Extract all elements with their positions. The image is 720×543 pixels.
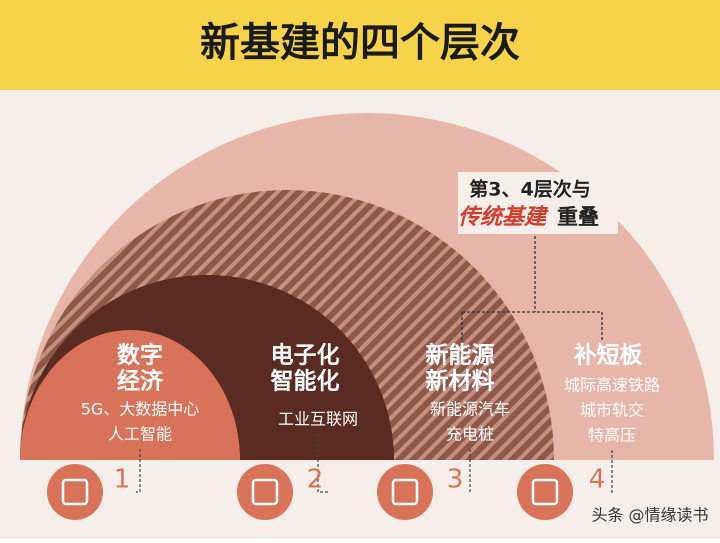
- annotation-connector: [461, 236, 603, 342]
- header-band: [0, 0, 720, 90]
- layer-item: 5G、大数据中心: [81, 400, 200, 419]
- title: 新基建的四个层次: [200, 20, 520, 66]
- layer-item: 工业互联网: [278, 410, 358, 429]
- layer-number: 2: [307, 465, 324, 495]
- watermark: 头条 @情缘读书: [591, 506, 708, 525]
- icon-glyph: [251, 478, 279, 506]
- layer-item: 新能源汽车: [430, 400, 510, 419]
- connector: [611, 450, 613, 493]
- layer-title: 数字: [117, 342, 163, 369]
- layer-title: 经济: [117, 368, 164, 395]
- icon-glyph: [61, 478, 89, 506]
- layer-title: 新能源: [426, 342, 495, 369]
- layer-icon: [237, 464, 293, 520]
- layer-number: 4: [589, 465, 606, 495]
- annotation-text: 重叠: [557, 205, 599, 229]
- layer-number: 3: [447, 465, 464, 495]
- annotation-box: [458, 172, 618, 234]
- layer-item: 充电桩: [446, 425, 494, 444]
- layer-number: 1: [114, 465, 131, 495]
- layer-item: 特高压: [588, 426, 636, 445]
- layer-title: 新材料: [426, 368, 495, 395]
- layer-icon: [517, 464, 573, 520]
- connector: [317, 434, 329, 493]
- layer-item: 城市轨交: [580, 401, 644, 420]
- layer-icon: [377, 464, 433, 520]
- layer-1-shape: [20, 330, 240, 460]
- annotation-text: 第3、4层次与: [469, 178, 590, 201]
- layer-title: 补短板: [574, 342, 644, 369]
- layer-item: 人工智能: [108, 425, 172, 444]
- icon-glyph: [531, 478, 559, 506]
- connector: [469, 449, 471, 493]
- icon-glyph: [391, 478, 419, 506]
- layer-title: 电子化: [271, 342, 340, 369]
- annotation-highlight: 传统基建: [458, 204, 549, 230]
- layer-title: 智能化: [271, 368, 340, 395]
- layer-icon: [47, 464, 103, 520]
- layer-item: 城际高速铁路: [564, 376, 660, 395]
- connector: [136, 449, 141, 493]
